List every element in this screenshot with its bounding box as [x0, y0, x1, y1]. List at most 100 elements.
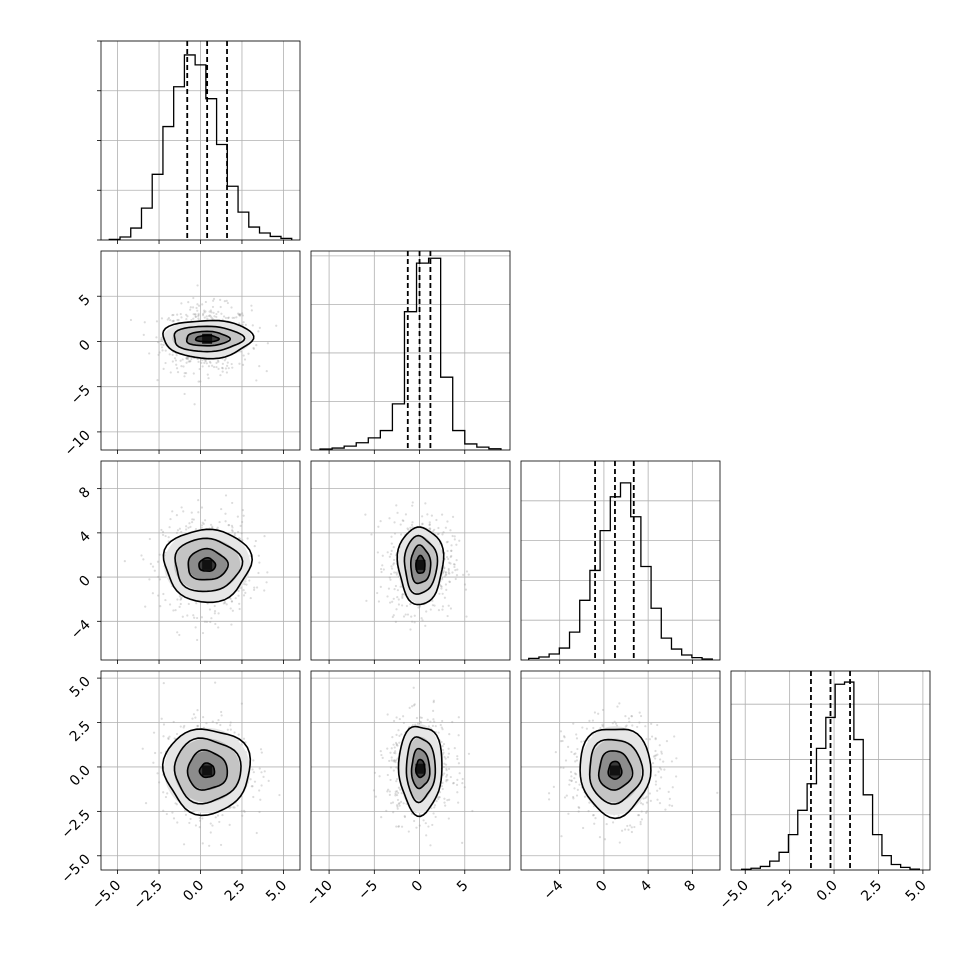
scatter-point — [445, 780, 448, 783]
scatter-point — [180, 506, 183, 509]
scatter-point — [648, 792, 651, 795]
scatter-point — [570, 779, 573, 783]
scatter-point — [464, 588, 468, 591]
scatter-point — [442, 742, 446, 746]
pair-panel-0-2 — [97, 460, 301, 664]
scatter-point — [196, 284, 199, 287]
scatter-point — [157, 781, 161, 784]
scatter-point — [395, 608, 398, 611]
scatter-point — [179, 598, 182, 601]
scatter-point — [654, 783, 657, 786]
panel-frame — [310, 460, 511, 661]
scatter-point — [197, 499, 200, 502]
scatter-point — [393, 532, 397, 535]
scatter-point — [238, 313, 241, 316]
scatter-point — [392, 760, 395, 763]
scatter-point — [650, 722, 653, 725]
scatter-point — [161, 533, 165, 537]
scatter-point — [455, 559, 458, 562]
scatter-point — [200, 361, 203, 365]
x-tick-label: −5 — [355, 878, 381, 904]
scatter-point — [448, 580, 451, 584]
scatter-point — [208, 844, 211, 847]
histogram-step-0 — [108, 54, 293, 241]
scatter-point — [220, 507, 223, 511]
scatter-point — [378, 775, 381, 778]
scatter-point — [218, 520, 221, 524]
scatter-point — [179, 602, 182, 606]
scatter-point — [230, 362, 233, 366]
scatter-point — [591, 814, 595, 817]
scatter-point — [155, 320, 159, 323]
x-tick-label: 5.0 — [903, 878, 930, 905]
scatter-point — [216, 814, 220, 817]
scatter-point — [658, 744, 661, 747]
scatter-point — [235, 316, 238, 319]
scatter-point — [208, 608, 212, 611]
scatter-point — [246, 537, 249, 540]
scatter-point — [588, 719, 591, 722]
scatter-point — [275, 324, 278, 327]
contour-line-2 — [173, 737, 242, 805]
scatter-point — [428, 523, 431, 527]
scatter-point — [200, 616, 203, 619]
pair-content — [547, 702, 719, 844]
x-tick-label: −4 — [541, 877, 567, 903]
scatter-point — [392, 743, 395, 746]
scatter-point — [258, 810, 261, 814]
scatter-point — [189, 308, 192, 311]
scatter-point — [209, 822, 212, 825]
scatter-point — [197, 380, 200, 383]
scatter-point — [165, 812, 168, 816]
scatter-point — [410, 615, 413, 618]
panel-frame — [100, 670, 301, 871]
scatter-point — [618, 702, 621, 705]
scatter-point — [443, 801, 446, 804]
panel-frame — [310, 250, 511, 451]
scatter-point — [393, 759, 396, 762]
y-tick-label: −2.5 — [58, 807, 93, 842]
scatter-point — [239, 524, 242, 528]
scatter-point — [624, 715, 627, 718]
scatter-point — [441, 608, 444, 611]
scatter-point — [129, 318, 133, 322]
scatter-point — [392, 614, 395, 617]
x-tick-label: 2.5 — [858, 878, 885, 905]
scatter-point — [203, 361, 206, 364]
scatter-point — [559, 766, 562, 769]
scatter-point — [617, 814, 620, 818]
scatter-point — [627, 717, 631, 720]
scatter-point — [201, 312, 205, 316]
scatter-point — [671, 804, 674, 807]
scatter-point — [400, 825, 404, 828]
scatter-point — [416, 722, 420, 725]
scatter-point — [432, 530, 435, 533]
scatter-point — [162, 723, 166, 726]
scatter-point — [447, 571, 450, 574]
scatter-point — [253, 545, 256, 548]
scatter-point — [231, 316, 234, 319]
scatter-point — [648, 738, 651, 741]
scatter-point — [385, 809, 388, 812]
scatter-point — [452, 782, 455, 785]
scatter-point — [190, 357, 193, 361]
histogram-panel-1 — [310, 250, 511, 454]
histogram-step-3 — [741, 681, 920, 870]
scatter-point — [664, 808, 667, 811]
scatter-point — [250, 304, 253, 307]
scatter-point — [419, 721, 422, 724]
scatter-point — [258, 326, 261, 329]
scatter-point — [204, 300, 207, 304]
pair-panel-1-3 — [310, 670, 511, 874]
scatter-point — [201, 631, 205, 635]
scatter-point — [209, 620, 212, 624]
scatter-point — [390, 567, 394, 570]
scatter-point — [668, 797, 671, 800]
pair-content — [141, 681, 281, 847]
scatter-point — [552, 785, 555, 788]
scatter-point — [444, 757, 447, 760]
scatter-point — [192, 313, 195, 316]
scatter-point — [162, 809, 165, 812]
scatter-point — [186, 315, 189, 318]
scatter-point — [189, 360, 192, 363]
